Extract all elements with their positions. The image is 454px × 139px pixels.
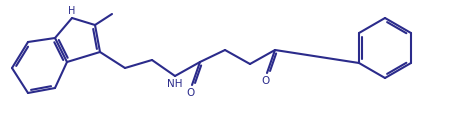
Text: O: O: [261, 76, 269, 86]
Text: H: H: [68, 6, 76, 16]
Text: O: O: [186, 88, 194, 98]
Text: NH: NH: [167, 79, 183, 89]
